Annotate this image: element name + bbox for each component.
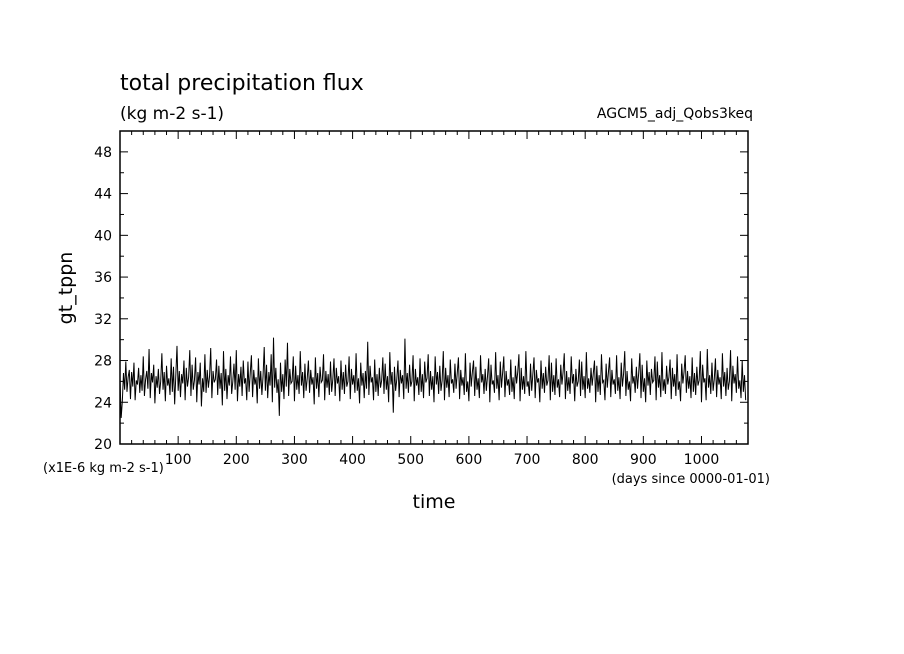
series-line [119, 337, 747, 418]
x-tick-label: 500 [397, 452, 424, 468]
y-tick-label: 44 [94, 187, 112, 203]
y-tick-label: 28 [94, 354, 112, 370]
x-tick-label: 1000 [684, 452, 720, 468]
y-tick-label: 40 [94, 228, 112, 244]
x-tick-labels: 100 200 300 400 500 600 700 800 900 1000 [165, 452, 720, 468]
x-tick-label: 600 [456, 452, 483, 468]
y-tick-label: 24 [94, 395, 112, 411]
chart-title: total precipitation flux [120, 71, 364, 96]
x-tick-label: 300 [281, 452, 308, 468]
x-tick-label: 400 [339, 452, 366, 468]
x-tick-label: 800 [572, 452, 599, 468]
y-tick-label: 48 [94, 145, 112, 161]
x-axis-label: time [413, 491, 456, 513]
y-unit-label: (x1E-6 kg m-2 s-1) [43, 461, 164, 476]
x-tick-label: 700 [514, 452, 541, 468]
y-tick-label: 20 [94, 437, 112, 453]
y-axis-label: gt_tppn [55, 252, 77, 325]
x-tick-label: 100 [165, 452, 192, 468]
experiment-label: AGCM5_adj_Qobs3keq [597, 106, 753, 122]
y-tick-labels: 20 24 28 32 36 40 44 48 [94, 145, 112, 453]
plot-frame [119, 130, 749, 445]
y-tick-label: 32 [94, 312, 112, 328]
x-unit-label: (days since 0000-01-01) [612, 472, 770, 487]
y-tick-label: 36 [94, 270, 112, 286]
chart-subtitle: (kg m-2 s-1) [120, 104, 224, 124]
x-tick-label: 200 [223, 452, 250, 468]
x-tick-label: 900 [630, 452, 657, 468]
